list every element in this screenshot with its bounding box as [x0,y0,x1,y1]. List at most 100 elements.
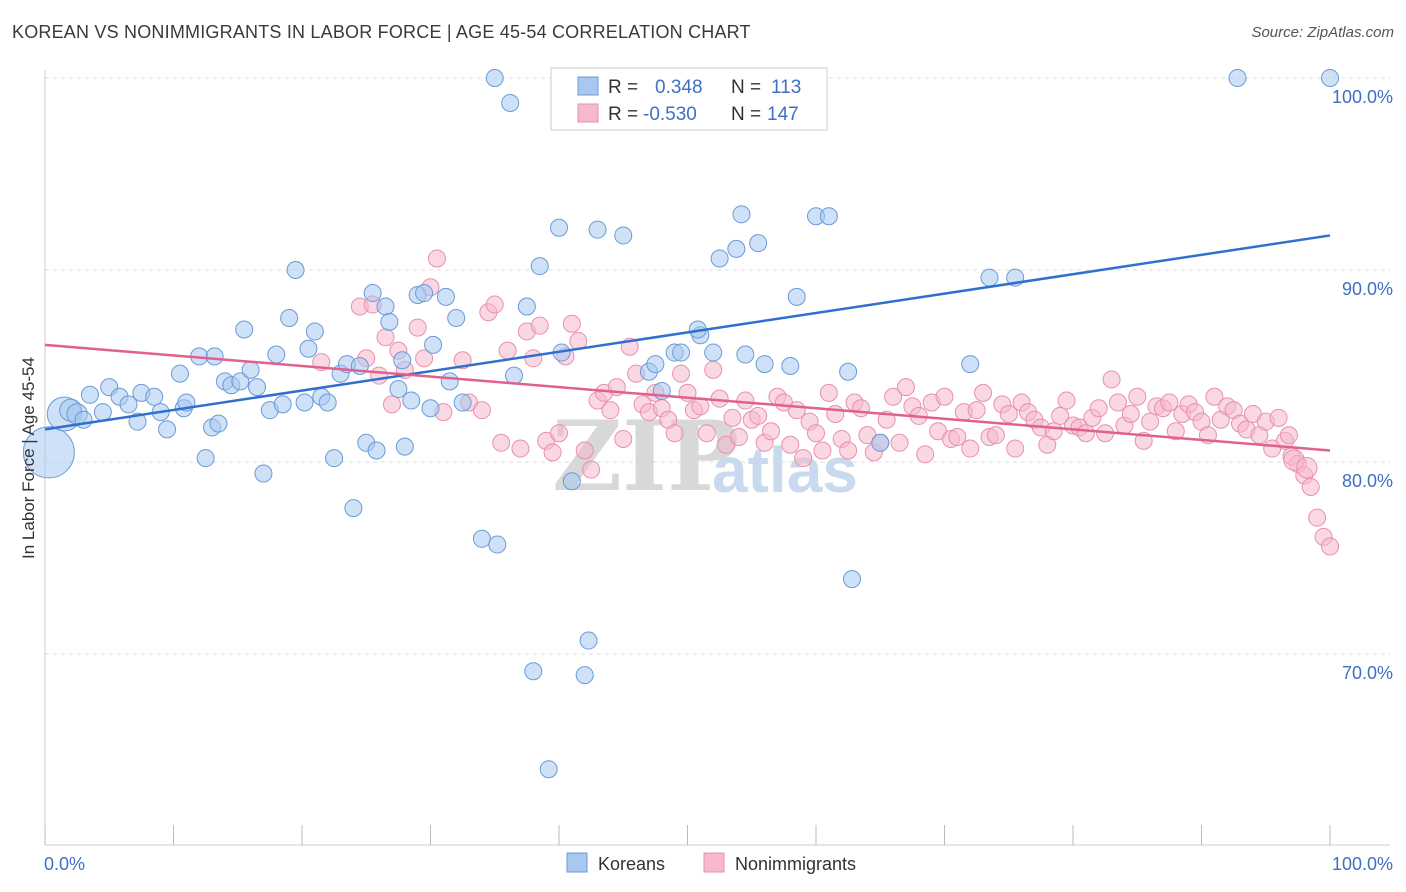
koreans-point-82 [672,343,691,362]
legend-n-value-koreans: 113 [771,77,801,98]
y-axis-label: In Labor Force | Age 45-54 [19,357,38,559]
nonimmigrants-point-16 [472,401,491,420]
nonimmigrants-point-65 [794,449,813,468]
koreans-point-32 [273,395,292,414]
koreans-point-12 [145,387,164,406]
koreans-point-89 [736,345,755,364]
koreans-point-67 [517,297,536,316]
koreans-point-28 [248,378,267,397]
y-tick-label-1: 80.0% [1342,471,1393,491]
nonimmigrants-point-19 [492,433,511,452]
nonimmigrants-point-113 [1102,370,1121,389]
nonimmigrants-point-80 [890,433,909,452]
nonimmigrants-point-60 [762,422,781,441]
koreans-point-70 [539,760,558,779]
koreans-point-35 [295,393,314,412]
koreans-point-49 [380,312,399,331]
bottom-legend-swatch-koreans [566,852,588,873]
koreans-point-65 [501,93,520,112]
koreans-point-77 [614,226,633,245]
nonimmigrants-point-114 [1108,393,1127,412]
nonimmigrants-point-89 [948,428,967,447]
koreans-point-4 [74,410,93,429]
koreans-point-96 [839,362,858,381]
koreans-point-19 [196,449,215,468]
koreans-point-9 [119,395,138,414]
nonimmigrants-point-20 [498,341,517,360]
koreans-point-63 [485,69,504,87]
koreans-point-79 [646,355,665,374]
koreans-point-74 [575,666,594,685]
chart-title: KOREAN VS NONIMMIGRANTS IN LABOR FORCE |… [12,22,751,42]
nonimmigrants-point-111 [1089,399,1108,418]
nonimmigrants-point-18 [485,295,504,314]
nonimmigrants-point-12 [427,249,446,268]
nonimmigrants-point-98 [1006,439,1025,458]
bottom-legend: Koreans Nonimmigrants [566,852,856,874]
nonimmigrants-point-105 [1051,406,1070,425]
legend-r-label-koreans: R = [608,77,638,98]
nonimmigrants-point-10 [415,349,434,368]
nonimmigrants-point-119 [1141,412,1160,431]
nonimmigrants-point-27 [550,424,568,443]
koreans-point-52 [395,437,414,456]
koreans-point-85 [704,343,723,362]
nonimmigrants-point-74 [851,399,870,418]
nonimmigrants-point-56 [736,391,755,410]
nonimmigrants-point-67 [807,424,825,443]
koreans-point-90 [749,234,768,253]
koreans-point-29 [254,464,273,483]
koreans-point-71 [550,218,568,237]
nonimmigrants-point-9 [408,318,427,337]
nonimmigrants-point-123 [1166,422,1185,441]
koreans-point-61 [453,393,472,412]
nonimmigrants-point-87 [935,387,954,406]
koreans-point-95 [819,207,838,226]
koreans-point-50 [389,380,408,399]
nonimmigrants-point-21 [511,439,530,458]
koreans-point-86 [710,249,729,268]
y-tick-label-0: 70.0% [1342,663,1393,683]
nonimmigrants-point-54 [723,408,742,427]
nonimmigrants-point-72 [839,441,858,460]
koreans-point-97 [842,570,861,589]
nonimmigrants-point-97 [999,405,1018,423]
bottom-legend-koreans: Koreans [598,854,665,874]
y-tick-label-3: 100.0% [1332,87,1393,107]
koreans-point-103 [1321,69,1339,87]
koreans-point-93 [787,287,806,306]
legend-n-value-nonimmigrants: 147 [767,104,799,125]
legend: R = 0.348 N = 113 R = -0.530 N = 147 [550,67,828,131]
koreans-point-46 [363,284,382,303]
koreans-point-87 [727,239,746,258]
nonimmigrants-trend-line [44,343,1331,452]
koreans-point-60 [447,309,466,327]
nonimmigrants-point-23 [524,349,543,368]
nonimmigrants-point-95 [986,426,1005,445]
nonimmigrants-point-58 [749,406,768,425]
koreans-point-76 [588,220,607,239]
koreans-point-64 [488,535,507,554]
nonimmigrants-point-147 [1321,537,1339,556]
nonimmigrants-point-69 [819,383,838,402]
koreans-point-31 [267,345,286,364]
legend-r-value-koreans: 0.348 [655,77,703,98]
koreans-point-56 [421,399,440,418]
nonimmigrants-point-150 [1279,426,1298,445]
y-tick-labels: 70.0% 80.0% 90.0% 100.0% [1332,87,1393,683]
koreans-point-10 [128,412,147,431]
nonimmigrants-point-35 [601,401,620,420]
koreans-point-0 [22,426,75,479]
nonimmigrants-point-109 [1076,424,1095,443]
koreans-point-58 [436,287,455,306]
nonimmigrants-point-5 [376,328,395,347]
koreans-point-37 [305,322,324,341]
koreans-point-47 [367,441,386,460]
koreans-point-33 [280,309,299,327]
koreans-point-73 [562,472,581,491]
koreans-point-22 [205,347,224,366]
bottom-legend-nonimmigrants: Nonimmigrants [735,854,856,874]
nonimmigrants-point-104 [1044,422,1063,441]
nonimmigrants-point-4 [370,366,389,385]
